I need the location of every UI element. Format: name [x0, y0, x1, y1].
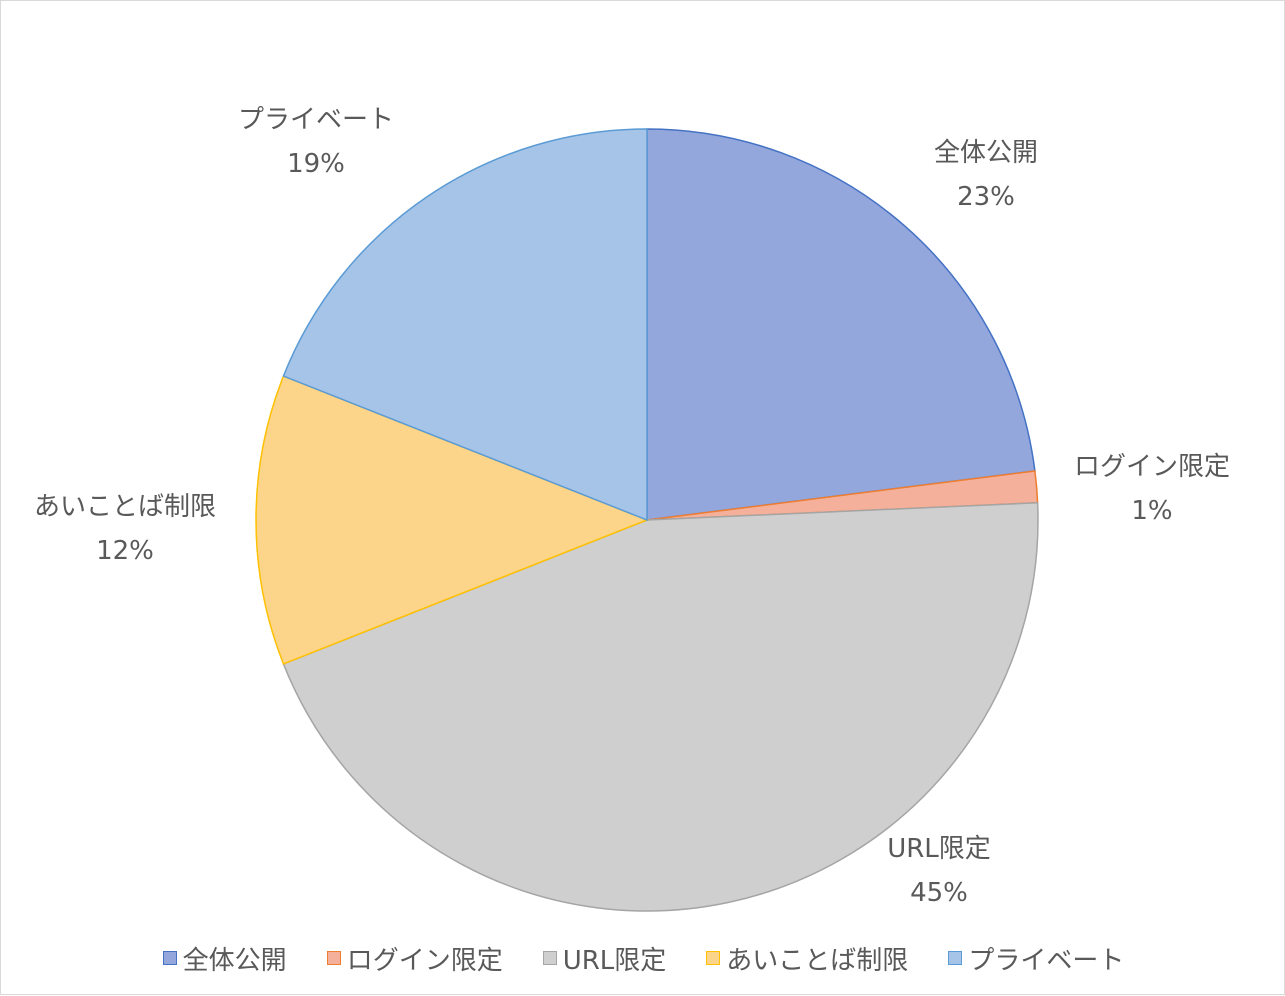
data-label-url-gentei: URL限定 45%: [887, 827, 991, 915]
pie-slice-0: [646, 128, 1036, 521]
legend-label: ログイン限定: [346, 945, 503, 976]
legend-swatch: [542, 951, 557, 965]
data-label-percent: 45%: [910, 878, 968, 908]
legend-swatch: [948, 951, 963, 965]
legend-item-url-gentei: URL限定: [542, 940, 667, 977]
legend-label: プライベート: [968, 945, 1125, 976]
legend-label: あいことば制限: [726, 945, 909, 976]
legend-label: URL限定: [562, 945, 667, 976]
data-label-percent: 23%: [957, 182, 1015, 212]
pie-slice-2: [282, 502, 1039, 912]
data-label-percent: 1%: [1131, 496, 1173, 526]
data-label-name: 全体公開: [933, 138, 1039, 168]
legend-item-private: プライベート: [948, 940, 1124, 977]
pie-slice-3: [255, 375, 650, 665]
legend-swatch: [162, 951, 177, 965]
legend: 全体公開 ログイン限定 URL限定 あいことば制限 プライベート: [1, 939, 1285, 977]
pie-slices: [255, 128, 1039, 912]
data-label-name: プライベート: [237, 105, 395, 135]
legend-label: 全体公開: [182, 945, 287, 976]
data-label-aikotoba-seigen: あいことば制限 12%: [34, 485, 216, 573]
legend-swatch: [706, 951, 721, 965]
data-label-percent: 19%: [287, 149, 345, 179]
data-label-login-gentei: ログイン限定 1%: [1074, 445, 1230, 533]
legend-item-zentai-kokai: 全体公開: [162, 940, 287, 977]
pie-slice-4: [282, 128, 648, 522]
legend-item-aikotoba-seigen: あいことば制限: [706, 940, 908, 977]
data-label-name: URL限定: [887, 834, 991, 864]
data-label-name: あいことば制限: [33, 492, 217, 522]
data-label-private: プライベート 19%: [238, 98, 394, 186]
legend-swatch: [326, 951, 341, 965]
legend-item-login-gentei: ログイン限定: [326, 940, 503, 977]
data-label-percent: 12%: [96, 536, 154, 566]
data-label-name: ログイン限定: [1073, 452, 1231, 482]
data-label-zentai-kokai: 全体公開 23%: [934, 131, 1038, 219]
